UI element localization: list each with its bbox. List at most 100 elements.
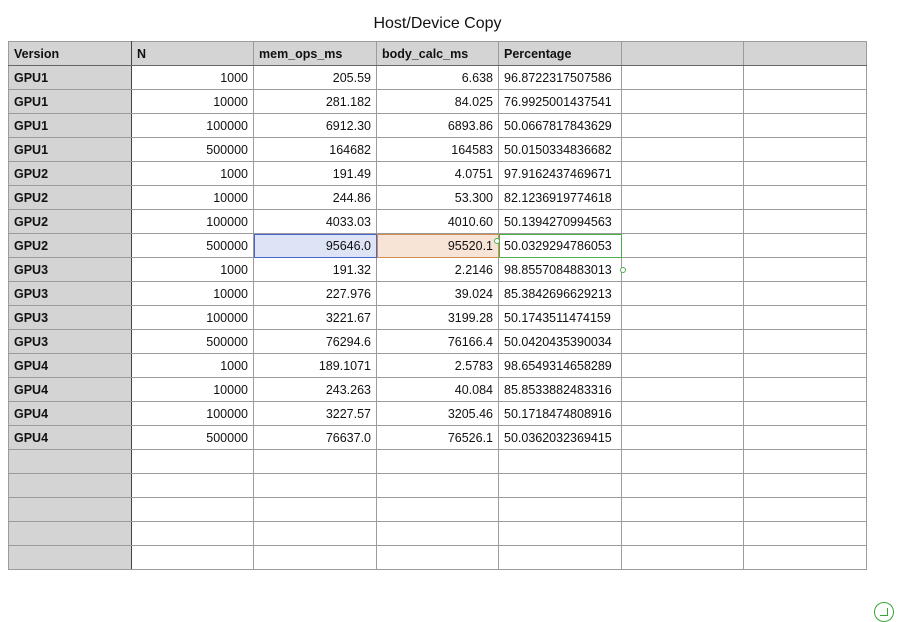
table-cell[interactable]: 82.1236919774618 — [498, 185, 622, 210]
table-cell[interactable] — [131, 497, 254, 522]
table-cell[interactable]: 50.1718474808916 — [498, 401, 622, 426]
table-cell[interactable]: 189.1071 — [253, 353, 377, 378]
table-cell[interactable] — [621, 401, 744, 426]
table-cell[interactable] — [131, 473, 254, 498]
row-header-cell[interactable]: GPU2 — [8, 185, 132, 210]
table-cell[interactable]: 244.86 — [253, 185, 377, 210]
table-cell[interactable]: 50.0150334836682 — [498, 137, 622, 162]
table-cell[interactable] — [621, 281, 744, 306]
table-cell[interactable] — [743, 473, 867, 498]
table-cell[interactable] — [376, 449, 499, 474]
table-cell[interactable]: 281.182 — [253, 89, 377, 114]
row-header-cell[interactable] — [8, 473, 132, 498]
table-cell[interactable]: 85.8533882483316 — [498, 377, 622, 402]
table-cell[interactable]: 3199.28 — [376, 305, 499, 330]
table-cell[interactable] — [743, 209, 867, 234]
table-cell[interactable] — [743, 89, 867, 114]
column-header-1[interactable]: Version — [8, 41, 132, 66]
table-cell[interactable] — [621, 521, 744, 546]
table-cell[interactable]: 4033.03 — [253, 209, 377, 234]
row-header-cell[interactable]: GPU3 — [8, 281, 132, 306]
table-cell[interactable] — [621, 137, 744, 162]
table-cell[interactable] — [743, 377, 867, 402]
table-cell[interactable]: 50.1394270994563 — [498, 209, 622, 234]
table-cell[interactable]: 40.084 — [376, 377, 499, 402]
table-cell[interactable] — [743, 161, 867, 186]
table-cell[interactable]: 6893.86 — [376, 113, 499, 138]
table-cell[interactable]: 2.5783 — [376, 353, 499, 378]
table-cell[interactable]: 100000 — [131, 305, 254, 330]
table-cell[interactable] — [743, 65, 867, 90]
table-cell[interactable] — [621, 161, 744, 186]
table-cell[interactable]: 4.0751 — [376, 161, 499, 186]
table-cell[interactable] — [743, 257, 867, 282]
table-cell[interactable]: 76294.6 — [253, 329, 377, 354]
table-cell[interactable] — [743, 497, 867, 522]
table-cell[interactable] — [253, 497, 377, 522]
table-cell[interactable] — [743, 281, 867, 306]
table-cell[interactable]: 95520.1 — [376, 233, 499, 258]
table-cell[interactable] — [621, 233, 744, 258]
table-cell[interactable] — [131, 521, 254, 546]
table-cell[interactable] — [498, 545, 622, 570]
row-header-cell[interactable]: GPU2 — [8, 161, 132, 186]
table-cell[interactable]: 164583 — [376, 137, 499, 162]
column-header-7[interactable] — [743, 41, 867, 66]
table-cell[interactable]: 98.8557084883013 — [498, 257, 622, 282]
table-cell[interactable] — [498, 473, 622, 498]
table-cell[interactable] — [621, 185, 744, 210]
row-header-cell[interactable]: GPU1 — [8, 65, 132, 90]
table-cell[interactable] — [743, 353, 867, 378]
row-header-cell[interactable]: GPU1 — [8, 137, 132, 162]
table-cell[interactable]: 39.024 — [376, 281, 499, 306]
table-cell[interactable]: 3221.67 — [253, 305, 377, 330]
table-cell[interactable] — [621, 65, 744, 90]
table-cell[interactable]: 500000 — [131, 425, 254, 450]
table-cell[interactable] — [621, 377, 744, 402]
selection-handle-top-left[interactable] — [494, 238, 500, 244]
table-cell[interactable] — [743, 449, 867, 474]
table-cell[interactable]: 227.976 — [253, 281, 377, 306]
table-cell[interactable]: 1000 — [131, 353, 254, 378]
table-cell[interactable] — [621, 497, 744, 522]
table-cell[interactable] — [621, 545, 744, 570]
row-header-cell[interactable]: GPU1 — [8, 113, 132, 138]
table-cell[interactable]: 50.0329294786053 — [498, 233, 622, 258]
table-cell[interactable]: 10000 — [131, 89, 254, 114]
table-cell[interactable] — [743, 545, 867, 570]
table-cell[interactable] — [743, 233, 867, 258]
table-cell[interactable] — [253, 449, 377, 474]
row-header-cell[interactable]: GPU2 — [8, 209, 132, 234]
table-cell[interactable]: 10000 — [131, 281, 254, 306]
table-cell[interactable] — [743, 113, 867, 138]
table-cell[interactable]: 50.0420435390034 — [498, 329, 622, 354]
table-cell[interactable] — [621, 353, 744, 378]
table-cell[interactable]: 500000 — [131, 329, 254, 354]
row-header-cell[interactable] — [8, 497, 132, 522]
table-cell[interactable]: 76637.0 — [253, 425, 377, 450]
table-cell[interactable]: 10000 — [131, 185, 254, 210]
row-header-cell[interactable]: GPU3 — [8, 257, 132, 282]
table-cell[interactable]: 191.49 — [253, 161, 377, 186]
table-cell[interactable]: 50.0667817843629 — [498, 113, 622, 138]
table-cell[interactable]: 76166.4 — [376, 329, 499, 354]
table-cell[interactable] — [743, 305, 867, 330]
row-header-cell[interactable] — [8, 521, 132, 546]
table-cell[interactable] — [743, 425, 867, 450]
table-cell[interactable] — [743, 401, 867, 426]
table-cell[interactable] — [621, 89, 744, 114]
table-cell[interactable] — [253, 473, 377, 498]
table-cell[interactable] — [621, 305, 744, 330]
table-cell[interactable]: 164682 — [253, 137, 377, 162]
table-cell[interactable]: 3227.57 — [253, 401, 377, 426]
row-header-cell[interactable]: GPU4 — [8, 401, 132, 426]
table-cell[interactable] — [621, 449, 744, 474]
table-cell[interactable]: 205.59 — [253, 65, 377, 90]
table-cell[interactable]: 50.1743511474159 — [498, 305, 622, 330]
table-cell[interactable] — [743, 329, 867, 354]
table-cell[interactable]: 98.6549314658289 — [498, 353, 622, 378]
table-cell[interactable] — [621, 113, 744, 138]
table-cell[interactable] — [498, 449, 622, 474]
table-cell[interactable] — [621, 257, 744, 282]
table-cell[interactable]: 6.638 — [376, 65, 499, 90]
